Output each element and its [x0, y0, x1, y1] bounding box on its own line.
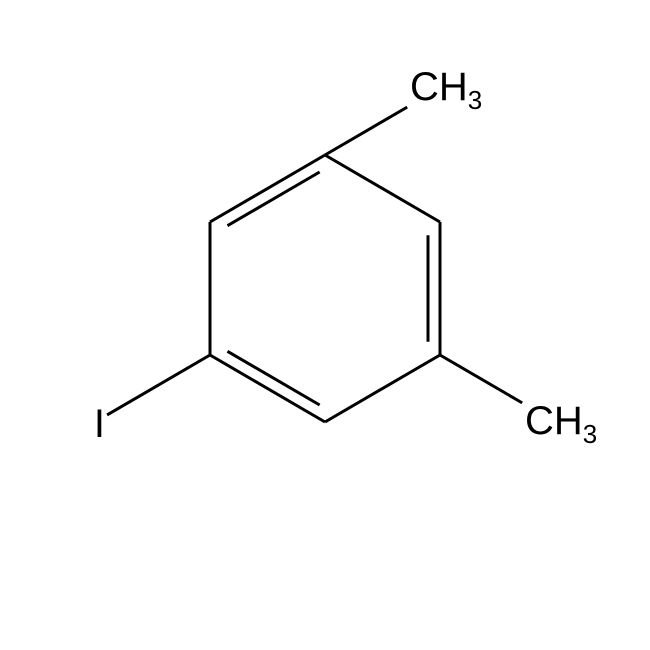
molecule-diagram: CH3CH3I — [0, 0, 650, 650]
atom-label: I — [94, 402, 105, 446]
canvas-background — [0, 0, 650, 650]
